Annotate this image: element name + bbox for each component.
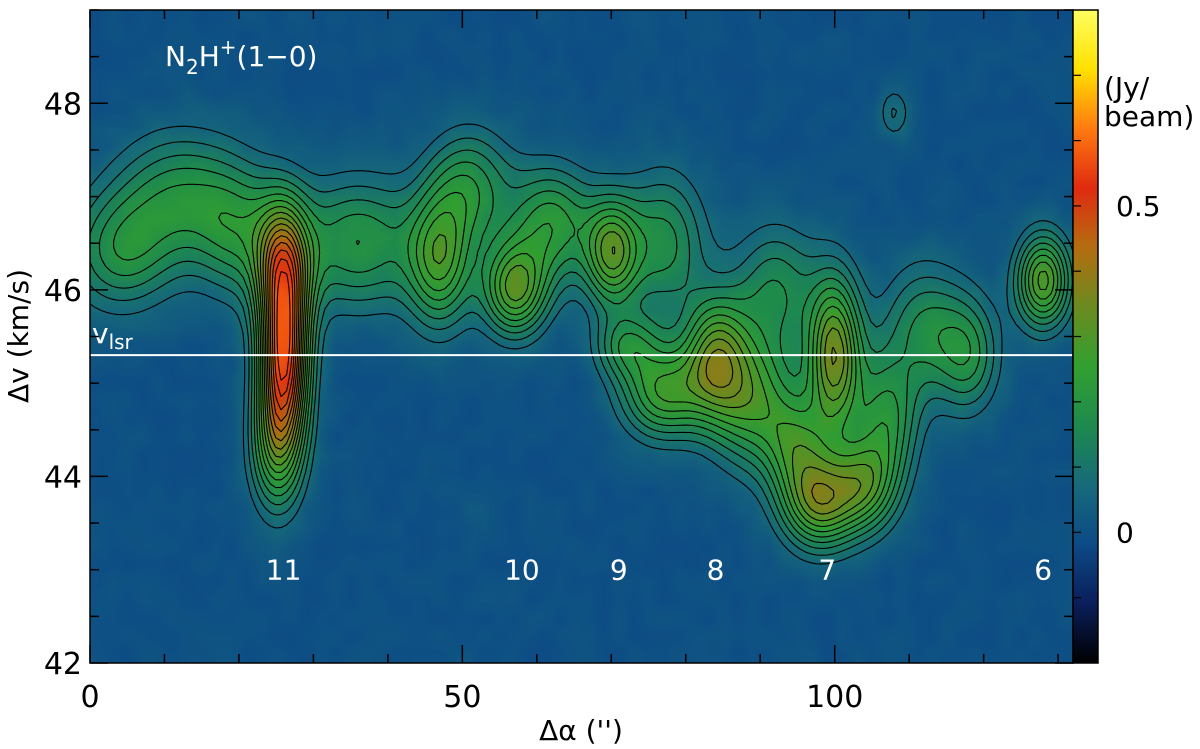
contour-level-10 [262,223,837,505]
contour-level-11 [265,229,302,442]
peak-label-7: 7 [818,554,836,587]
transition-label-sub: 2 [186,55,199,79]
colorbar-tick-label: 0 [1116,516,1134,549]
contour-level-16 [276,270,291,381]
contour-level-4 [98,161,1066,544]
y-axis-title: Δv (km/s) [2,269,35,403]
vlsr-label: vlsr [92,317,134,354]
x-tick-labels: 0 50 100 [80,680,863,715]
vlsr-label-main: v [92,317,109,350]
colorbar-label-line1: (Jy/ [1104,71,1150,104]
contour-lines [90,93,1073,565]
contour-level-6 [218,191,1059,533]
contour-level-9 [259,217,862,515]
contour-level-14 [271,249,296,411]
peak-label-8: 8 [707,554,725,587]
peak-labels: 11 10 9 8 7 6 [266,554,1052,587]
colorbar-label-line2: beam) [1104,100,1194,133]
contour-level-13 [269,241,298,422]
y-tick-labels: 42 44 46 48 [44,87,82,682]
x-tick-label: 0 [80,680,99,715]
x-tick-label: 50 [443,680,481,715]
peak-label-6: 6 [1034,554,1052,587]
vlsr-label-sub: lsr [109,330,134,354]
transition-label-tail: (1−0) [237,40,318,73]
contour-level-1 [90,93,1073,565]
contour-level-5 [113,174,1062,538]
intensity-map [90,10,1073,663]
y-tick-label: 48 [44,87,82,122]
y-tick-label: 46 [44,274,82,309]
peak-label-10: 10 [504,554,540,587]
x-axis-title: Δα ('') [539,714,623,747]
peak-label-11: 11 [266,554,302,587]
transition-label: N2H+(1−0) [165,35,317,79]
transition-label-main: N [165,40,186,73]
axis-ticks [89,9,1073,664]
x-tick-label: 100 [806,680,863,715]
contour-level-7 [251,205,1055,528]
peak-label-9: 9 [610,554,628,587]
contour-level-3 [90,149,1069,550]
colorbar: 00.5 (Jy/ beam) [1072,9,1194,664]
plot-area [90,10,1073,663]
transition-label-sup: + [220,35,237,59]
y-tick-label: 42 [44,647,82,682]
contour-level-8 [256,211,1049,522]
y-tick-label: 44 [44,460,82,495]
transition-label-mid: H [199,40,220,73]
colorbar-tick-label: 0.5 [1116,190,1161,223]
colorbar-ticks: 00.5 [1073,74,1161,599]
contour-level-12 [267,235,300,433]
